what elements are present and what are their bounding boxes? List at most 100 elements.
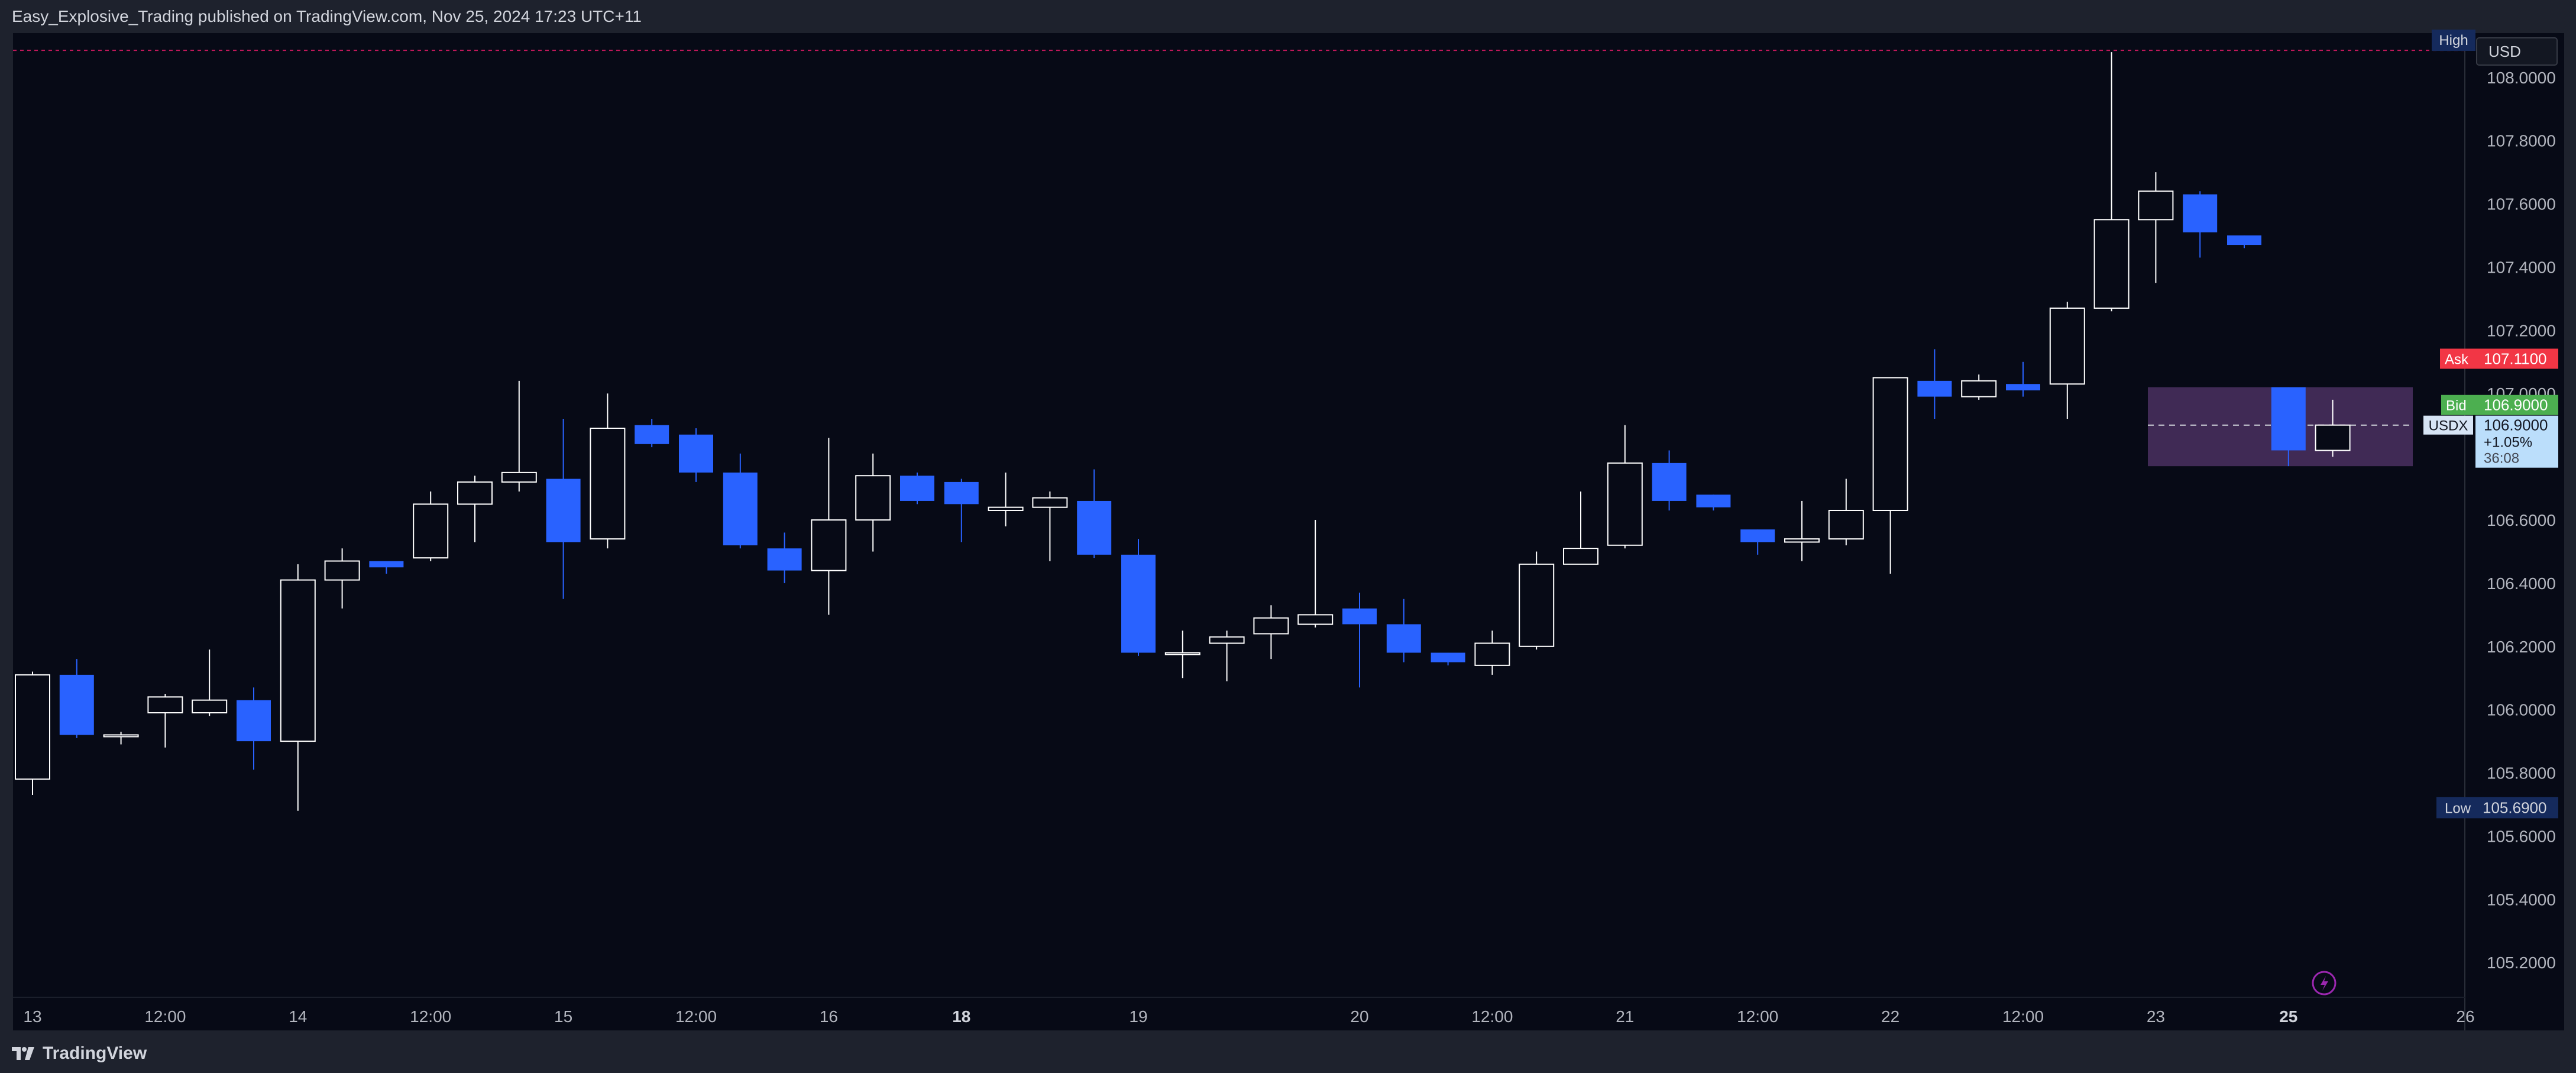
candle-body [2227, 235, 2261, 245]
symbol-badge [2423, 415, 2473, 435]
price-chart[interactable]: 108.0000 107.8000 107.6000 107.4000 107.2000… [0, 0, 2576, 1034]
candle-body [1607, 462, 1643, 546]
candle-body [1696, 495, 1731, 508]
candle [501, 380, 537, 492]
candle [457, 476, 493, 542]
candle-body [237, 700, 271, 742]
candle-body [1563, 548, 1598, 565]
bid-value: 106.9000 [2484, 396, 2548, 414]
candle [2183, 191, 2218, 258]
x-tick-label: 12:00 [144, 1007, 186, 1026]
x-tick-label: 23 [2147, 1007, 2165, 1026]
candle-body [1961, 380, 1997, 397]
candle [2271, 387, 2306, 467]
candle [1209, 631, 1245, 681]
candle-body [2006, 384, 2040, 390]
candle-body [944, 481, 979, 505]
candle-body [1121, 554, 1156, 653]
publisher-line: Easy_Explosive_Trading published on Trad… [12, 7, 642, 25]
publisher-header: Easy_Explosive_Trading published on Trad… [0, 0, 2576, 33]
candle [1386, 599, 1421, 662]
low-label: Low [2445, 800, 2471, 816]
tradingview-logo[interactable]: TradingView [12, 1043, 147, 1064]
currency-label: USD [2488, 43, 2521, 60]
chart-pane [13, 33, 2465, 1030]
x-tick-label: 19 [1129, 1007, 1147, 1026]
candle-body [723, 472, 758, 545]
candle [324, 548, 360, 609]
candle-body [2138, 190, 2174, 221]
candle-body [1872, 377, 1908, 511]
candle-body [413, 503, 449, 559]
candle-body [1474, 642, 1510, 666]
candle [811, 438, 847, 615]
bar-countdown: 36:08 [2484, 451, 2519, 467]
candle [59, 659, 94, 738]
candle-body [1784, 538, 1820, 543]
candle [413, 491, 449, 561]
y-tick-label: 105.4000 [2487, 890, 2556, 909]
lightning-icon-bolt [2321, 976, 2328, 991]
candle-body [900, 476, 934, 501]
x-tick-label: 25 [2279, 1007, 2297, 1026]
x-tick-label: 16 [820, 1007, 838, 1026]
candle-body [192, 699, 228, 714]
low-badge [2436, 797, 2558, 819]
candle [1563, 491, 1598, 565]
ask-badge [2440, 348, 2558, 369]
y-tick-label: 107.8000 [2487, 132, 2556, 150]
candle-body [324, 560, 360, 581]
candle [1872, 377, 1908, 574]
candle [2093, 52, 2130, 312]
footer: TradingView [0, 1034, 2576, 1073]
candle-body [811, 519, 847, 571]
candle [900, 472, 934, 505]
candle-body [1652, 463, 1687, 501]
candle-body [1164, 652, 1200, 655]
candle [192, 649, 228, 716]
high-label: High [2439, 33, 2468, 49]
x-tick-label: 13 [23, 1007, 41, 1026]
x-tick-label: 12:00 [410, 1007, 451, 1026]
candle [1077, 469, 1112, 558]
candle-body [280, 579, 316, 742]
y-tick-label: 106.4000 [2487, 574, 2556, 593]
candle [369, 561, 404, 574]
currency-selector [2476, 37, 2558, 66]
candle-body [457, 481, 493, 505]
candle-body [855, 475, 891, 521]
symbol-label: USDX [2429, 418, 2468, 434]
candle-body [1828, 509, 1864, 540]
candle-body [1297, 614, 1334, 625]
x-tick-label: 21 [1616, 1007, 1634, 1026]
x-tick-label: 12:00 [2002, 1007, 2044, 1026]
x-tick-label: 12:00 [1737, 1007, 1778, 1026]
high-badge [2432, 30, 2475, 51]
candle-body [1077, 500, 1112, 555]
candle-body [1386, 624, 1421, 653]
candle [15, 671, 50, 795]
y-tick-label: 107.2000 [2487, 321, 2556, 340]
candle [855, 453, 891, 552]
y-tick-label: 107.4000 [2487, 258, 2556, 276]
x-tick-label: 20 [1350, 1007, 1368, 1026]
candle [147, 693, 183, 748]
bid-label: Bid [2446, 398, 2467, 414]
y-tick-label: 105.2000 [2487, 954, 2556, 972]
low-value: 105.6900 [2483, 799, 2546, 816]
candle-body [635, 425, 669, 444]
candle-body [103, 734, 139, 738]
lightning-icon[interactable] [2312, 971, 2336, 996]
y-tick-label: 108.0000 [2487, 69, 2556, 87]
candle-body [546, 479, 581, 542]
candle-body [15, 674, 50, 780]
candle [1431, 652, 1465, 665]
y-tick-label: 106.0000 [2487, 701, 2556, 719]
candle [1121, 539, 1156, 656]
candle-body [1032, 497, 1068, 508]
x-tick-label: 14 [289, 1007, 307, 1026]
x-tick-label: 26 [2456, 1007, 2474, 1026]
lightning-icon-ring [2312, 971, 2336, 996]
y-tick-label: 107.6000 [2487, 195, 2556, 214]
candle-body [767, 548, 802, 571]
